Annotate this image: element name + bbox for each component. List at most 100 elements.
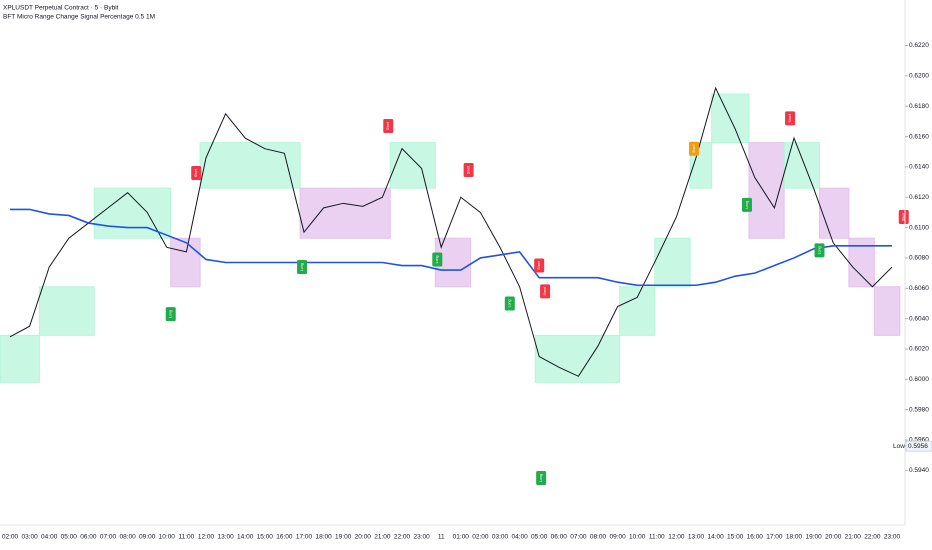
y-tick-label: 0.6220 (909, 42, 929, 49)
signal-label: Long (169, 310, 173, 318)
signal-label: Long (539, 474, 543, 482)
x-tick-label: 19:00 (335, 534, 352, 541)
range-zone (654, 237, 691, 288)
signal-badge (383, 118, 394, 133)
range-zone (873, 286, 901, 336)
signal-badge (540, 284, 551, 299)
y-tick-label: 0.6080 (909, 255, 929, 262)
range-zone (711, 93, 750, 144)
x-tick-label: 02:00 (472, 534, 489, 541)
y-tick-label: 0.6180 (909, 103, 929, 110)
lines (9, 86, 893, 377)
axes: 0.5940 0.5960 0.5980 0.6000 0.6020 0.6040 0.60… (2, 42, 932, 541)
y-tick-label: 0.5980 (909, 406, 929, 413)
x-tick-label: 18:00 (786, 534, 803, 541)
x-tick-label: 07:00 (570, 534, 587, 541)
chart-subtitle: BFT Micro Range Change Signal Percentage… (3, 14, 155, 21)
x-tick-label: 12:00 (198, 534, 215, 541)
range-zone (93, 187, 172, 239)
x-tick-label: 20:00 (825, 534, 842, 541)
x-tick-label: 18:00 (315, 534, 332, 541)
x-tick-label: 01:00 (453, 534, 470, 541)
x-tick-label: 14:00 (237, 534, 254, 541)
x-tick-label: 15:00 (727, 534, 744, 541)
signal-label: Short (537, 261, 541, 269)
signal-label: Short (386, 122, 390, 130)
x-tick-label: 13:00 (217, 534, 234, 541)
y-tick-label: 0.6100 (909, 224, 929, 231)
range-zone (619, 286, 656, 336)
x-tick-label: 05:00 (61, 534, 78, 541)
signal-badge (297, 260, 308, 275)
signal-badge (814, 243, 825, 258)
range-zone (199, 142, 301, 189)
chart-title: XPLUSDT Perpetual Contract · 5 · Bybit (3, 5, 119, 12)
x-tick-label: 08:00 (590, 534, 607, 541)
low-marker-label: 0.5956 (908, 443, 928, 450)
x-tick-label: 20:00 (355, 534, 372, 541)
signal-badge (463, 162, 474, 177)
x-tick-label: 10:00 (159, 534, 176, 541)
x-tick-label: 17:00 (296, 534, 313, 541)
x-tick-label: 22:00 (864, 534, 881, 541)
x-tick-label: 13:00 (688, 534, 705, 541)
x-tick-label: 06:00 (80, 534, 97, 541)
x-tick-label: 11 (438, 534, 445, 541)
x-tick-label: 17:00 (766, 534, 783, 541)
x-tick-label: 06:00 (551, 534, 568, 541)
range-zone (818, 187, 850, 239)
range-zone (389, 142, 436, 189)
signal-label: Long (435, 256, 439, 264)
range-zone (299, 187, 391, 239)
low-marker-bg (905, 440, 932, 452)
x-tick-label: 03:00 (21, 534, 38, 541)
x-tick-label: 19:00 (805, 534, 822, 541)
y-tick-label: 0.6060 (909, 285, 929, 292)
signal-badge (191, 165, 202, 180)
signal-label: Short (467, 166, 471, 174)
y-tick-label: 0.6120 (909, 194, 929, 201)
y-tick-label: 0.6160 (909, 133, 929, 140)
x-tick-label: 05:00 (531, 534, 548, 541)
x-tick-label: 22:00 (394, 534, 411, 541)
signal-badge (785, 111, 796, 126)
x-tick-label: 04:00 (41, 534, 58, 541)
x-tick-label: 23:00 (413, 534, 430, 541)
low-marker-text: Low (893, 443, 905, 450)
range-zone (748, 142, 785, 239)
range-zone (783, 142, 820, 189)
x-tick-label: 12:00 (668, 534, 685, 541)
signal-label: Short (692, 144, 696, 152)
x-tick-label: 03:00 (492, 534, 509, 541)
y-tick-label: 0.5960 (909, 437, 929, 444)
x-tick-label: 15:00 (257, 534, 274, 541)
range-zone (534, 334, 621, 383)
signal-label: Short (543, 287, 547, 295)
signal-label: Long (817, 246, 821, 254)
range-zone (0, 334, 40, 383)
signal-label: Long (508, 300, 512, 308)
x-tick-label: 14:00 (707, 534, 724, 541)
x-tick-label: 16:00 (747, 534, 764, 541)
x-tick-label: 04:00 (511, 534, 528, 541)
x-tick-label: 09:00 (139, 534, 156, 541)
y-tick-label: 0.6000 (909, 376, 929, 383)
signal-badge (534, 258, 545, 273)
x-tick-label: 10:00 (629, 534, 646, 541)
series-line (10, 208, 892, 287)
signal-label: Short (194, 169, 198, 177)
x-tick-label: 11:00 (649, 534, 665, 541)
range-zone (170, 237, 201, 288)
y-tick-label: 0.6140 (909, 164, 929, 171)
signals: Short Long Long Short Long Short Long Short Shor… (165, 111, 909, 485)
x-tick-label: 21:00 (845, 534, 862, 541)
x-tick-label: 09:00 (609, 534, 626, 541)
signal-badge (689, 141, 700, 156)
x-tick-label: 23:00 (884, 534, 901, 541)
x-tick-label: 07:00 (100, 534, 117, 541)
signal-label: Short (902, 213, 906, 221)
signal-badge (741, 197, 752, 212)
signal-badge (536, 470, 547, 485)
signal-label: Short (788, 114, 792, 122)
